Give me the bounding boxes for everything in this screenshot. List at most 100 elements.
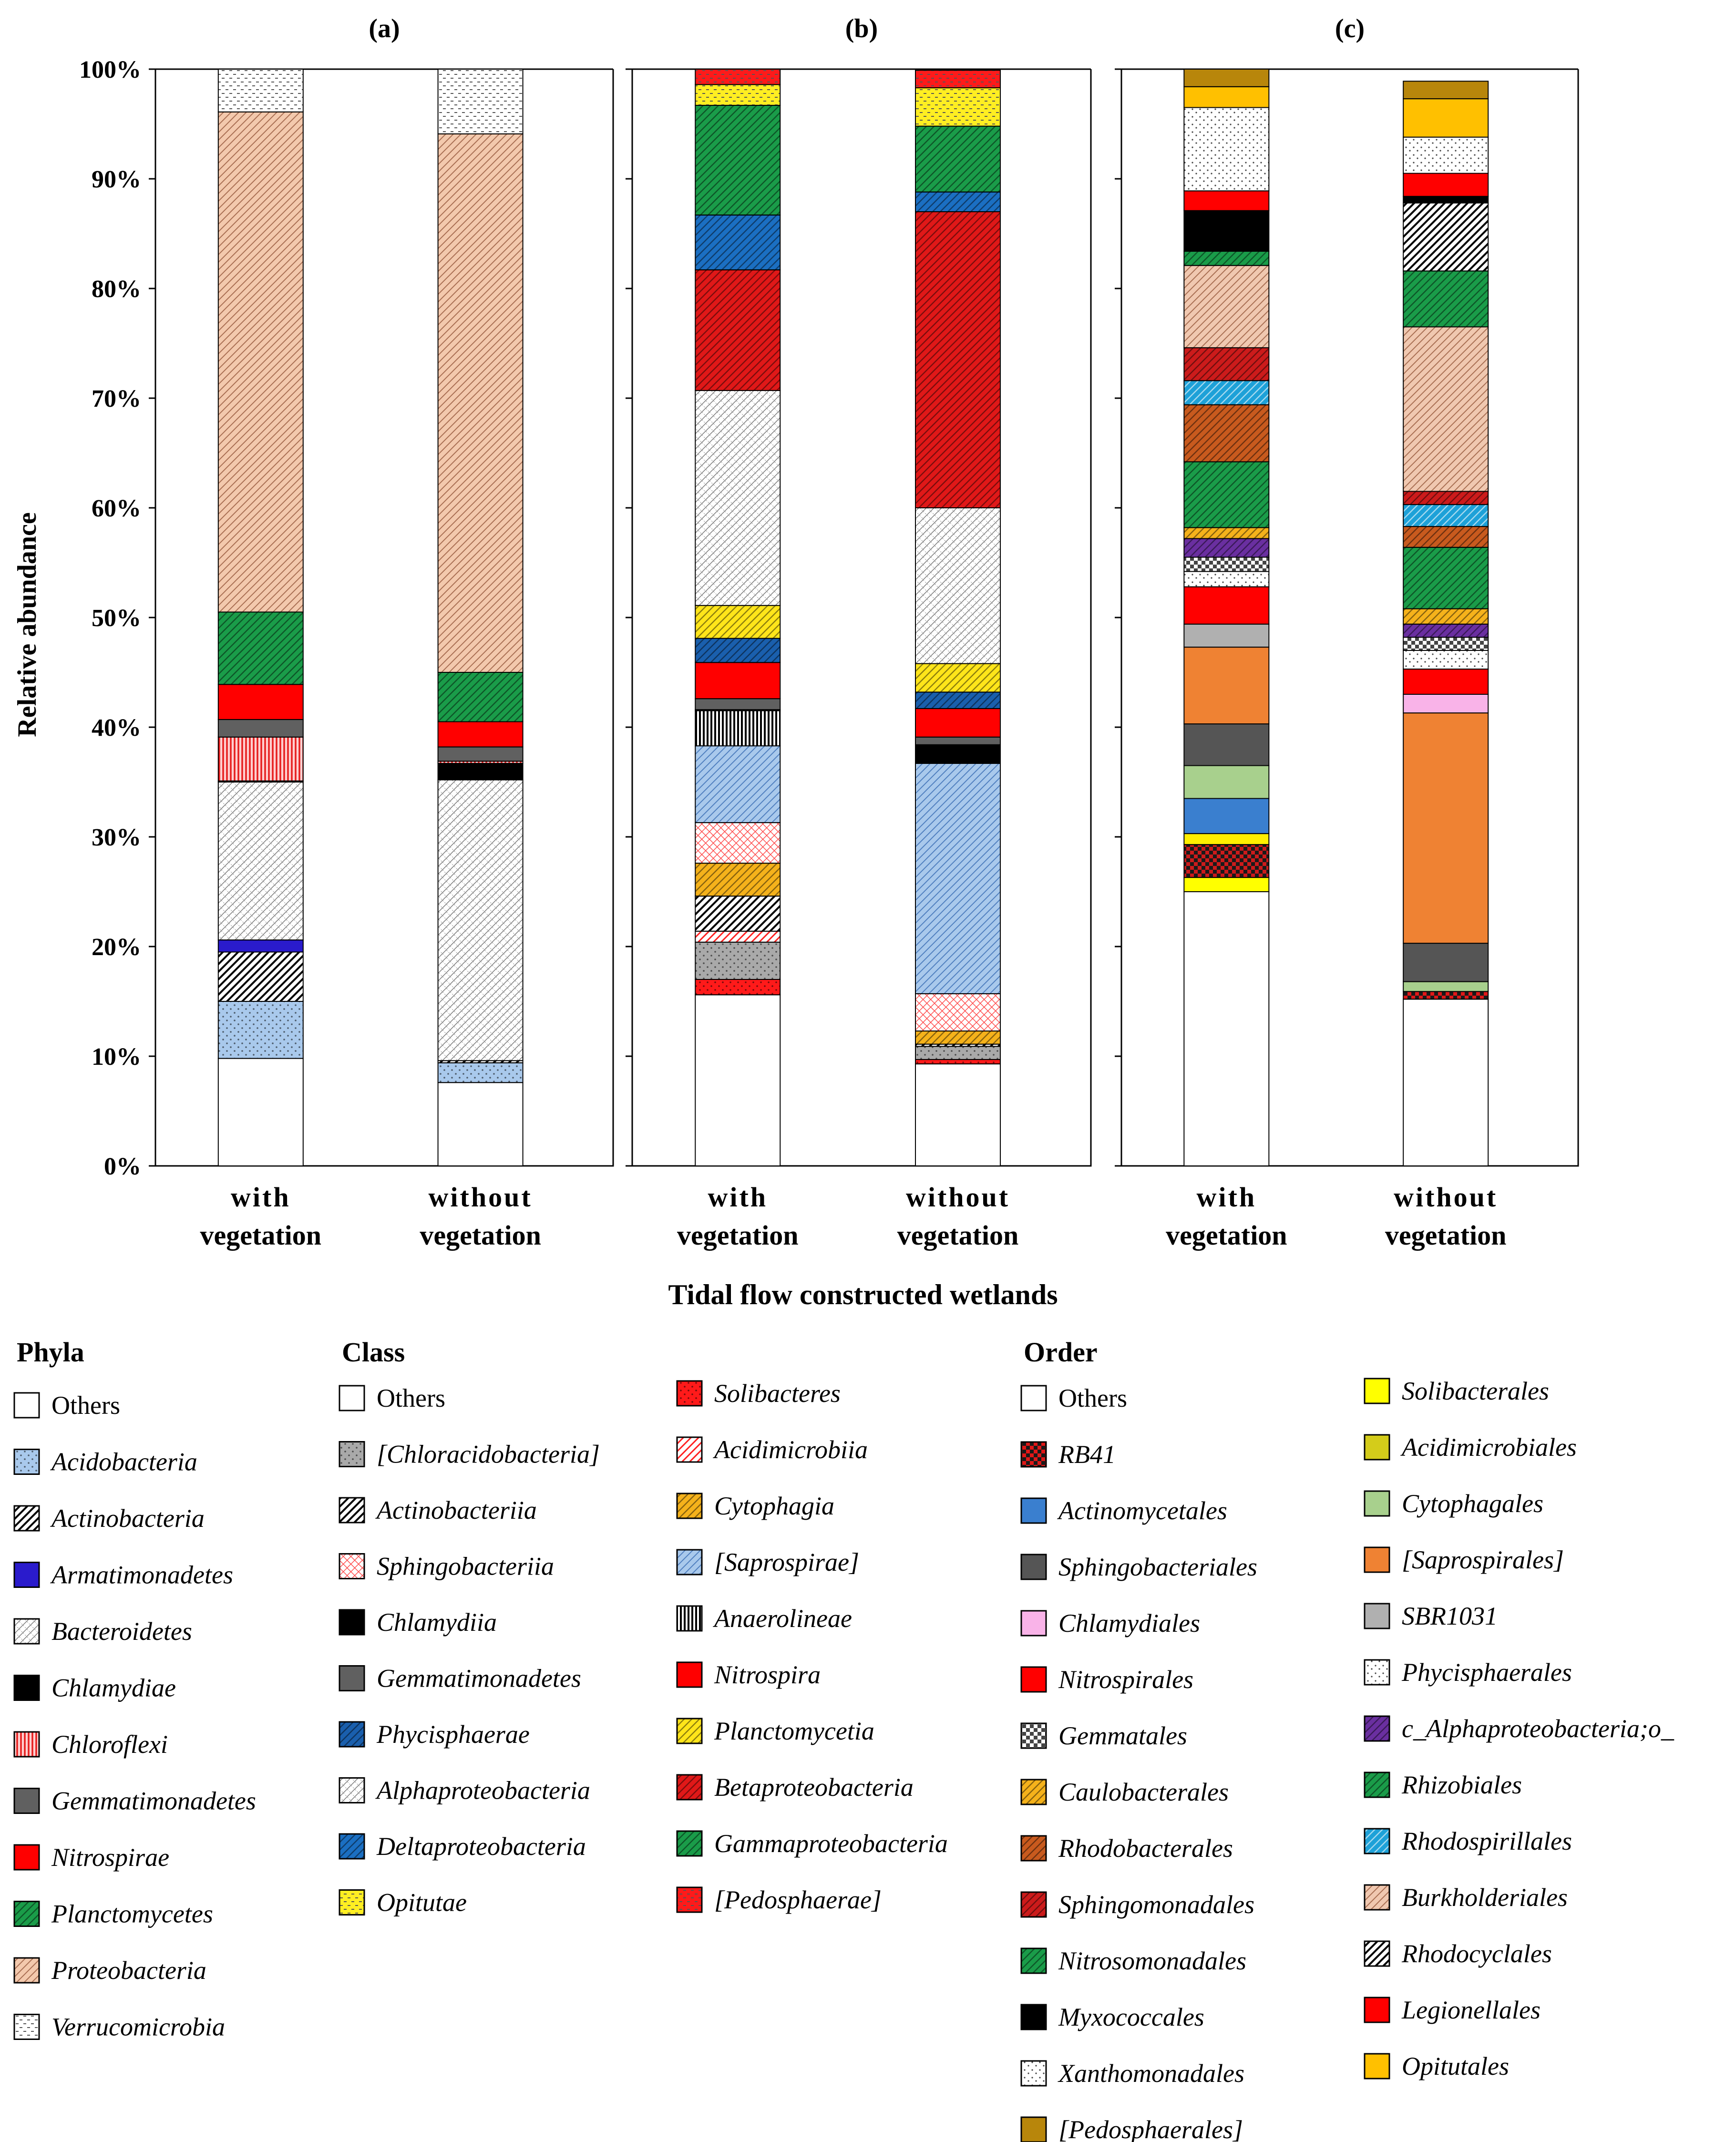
bar-segment-rhodospirillales [1183,380,1270,405]
legend-item: Phycisphaerales [1364,1658,1572,1687]
y-tick-label: 0% [104,1153,141,1180]
x-tick-label: without [429,1182,533,1213]
legend-label: Anaerolineae [713,1604,852,1633]
legend-swatch [13,2014,40,2040]
legend-swatch [676,1605,703,1632]
legend-swatch [339,1665,365,1691]
x-tick-label: with [1197,1182,1257,1213]
legend-swatch [676,1718,703,1744]
legend-swatch [1020,2116,1047,2142]
y-tick-label: 70% [92,385,141,412]
legend-item: [Pedosphaerae] [676,1885,882,1914]
legend-item: Gemmatales [1020,1721,1187,1750]
bar-segment-bacteroidetes [217,782,304,941]
legend-swatch [676,1830,703,1857]
bar-segment-c-alphaproteobacteria-o- [1183,538,1270,558]
bar-segment--pedosphaerae- [915,70,1001,89]
legend-item: RB41 [1020,1440,1116,1469]
y-tick-label: 20% [92,934,141,961]
legend-swatch [1020,1779,1047,1805]
bar-segment-cytophagales [1403,981,1489,992]
legend-item: Rhodobacterales [1020,1834,1233,1863]
legend-item: c_Alphaproteobacteria;o_ [1364,1714,1674,1743]
bar-segment-rhizobiales [1403,546,1489,609]
legend-label: Acidimicrobiales [1400,1433,1577,1462]
bar-segment-actinomycetales [1183,798,1270,834]
legend-order-col1: Order Others RB41 Actinomycetales Sphingobac… [1020,1337,1257,2142]
bar-segment-planctomycetia [915,663,1001,693]
legend-swatch [339,1553,365,1579]
legend-swatch [1364,1659,1390,1686]
bar-segment-rhodobacterales [1403,526,1489,548]
legend-item: Chlamydiia [339,1608,497,1637]
legend-swatch [339,1777,365,1803]
legend-swatch [676,1493,703,1519]
bar-segment-bacteroidetes [437,779,524,1061]
legend-swatch [1020,1947,1047,1974]
legend-swatch [676,1886,703,1913]
legend-label: [Chloracidobacteria] [377,1440,600,1469]
legend-item: Rhizobiales [1364,1771,1522,1799]
bar-0 [217,69,304,1167]
legend-label: Sphingobacteriia [377,1552,554,1581]
legend-item: Nitrospirales [1020,1665,1193,1694]
legend-label: Armatimonadetes [50,1561,233,1589]
bar-segment-caulobacterales [1403,608,1489,625]
legend-label: Phycisphaerales [1401,1658,1572,1687]
legend-label: Sphingomonadales [1058,1890,1254,1919]
legend-item: Betaproteobacteria [676,1773,914,1802]
legend-swatch [13,1562,40,1588]
bar-segment-acidimicrobiales [1183,833,1270,845]
legend-label: Chlamydiia [377,1608,497,1637]
bar-segment-deltaproteobacteria [695,214,781,270]
legend-label: Xanthomonadales [1058,2059,1244,2088]
legend-item: Nitrospirae [13,1843,169,1872]
legend-swatch [1364,2053,1390,2080]
legend-swatch [676,1380,703,1407]
chart-panels: (a) 0% 10% 20% 30% 40% 50% 60% 70% 80% 90% 100% with… [79,14,1579,1251]
bar-segment-others [217,1058,304,1167]
legend-label: Chlamydiae [51,1674,176,1702]
bar-segment-nitrosomonadales [1403,270,1489,328]
bar-segment-gammaproteobacteria [695,104,781,216]
panel-b: (b) with vegetation without vegetation [626,14,1092,1251]
legend-item: Others [13,1391,120,1420]
legend-label: Gemmatimonadetes [377,1664,581,1693]
bar-segment-gemmatimonadetes [695,698,781,711]
legend-item: Cytophagia [676,1492,834,1520]
bar-segment-armatimonadetes [217,939,304,953]
legend-label: Nitrospirales [1058,1665,1193,1694]
bar-0 [695,69,781,1166]
bar-segment-verrucomicrobia-other- [1403,81,1489,100]
bar-segment-cytophagia [695,863,781,897]
bar-segment-nitrosomonadales [1183,250,1270,266]
legend-item: Armatimonadetes [13,1561,233,1589]
legend-swatch [339,1721,365,1748]
legend-swatch [1364,1715,1390,1742]
bar-segment-planctomycetes [437,672,524,722]
legend-swatch [13,1731,40,1758]
panel-title: (c) [1335,14,1365,43]
legend-item: Proteobacteria [13,1956,206,1985]
legend-swatch [1020,2004,1047,2030]
legend-item: Nitrosomonadales [1020,1946,1246,1975]
legend-label: Actinomycetales [1057,1496,1227,1525]
bar-segment-phycisphaerae [915,691,1001,709]
x-tick-label: vegetation [677,1220,799,1251]
bar-segment-nitrospirales [1183,586,1270,625]
legend-swatch [13,1901,40,1927]
bar-segment-phycisphaerales [1403,650,1489,670]
legend-swatch [1020,1610,1047,1637]
legend-label: [Saprospirales] [1402,1545,1564,1574]
legend-label: Alphaproteobacteria [375,1776,590,1805]
legend-label: [Pedosphaerae] [714,1885,882,1914]
x-axis-label: Tidal flow constructed wetlands [668,1279,1058,1310]
bar-segment-gemmatimonadetes [217,719,304,738]
x-tick-label: vegetation [420,1220,541,1251]
legend-item: Others [339,1384,445,1412]
legend-swatch [339,1441,365,1467]
x-tick-label: vegetation [1385,1220,1507,1251]
legend-label: Betaproteobacteria [714,1773,914,1802]
bar-segment-others [1403,999,1489,1166]
